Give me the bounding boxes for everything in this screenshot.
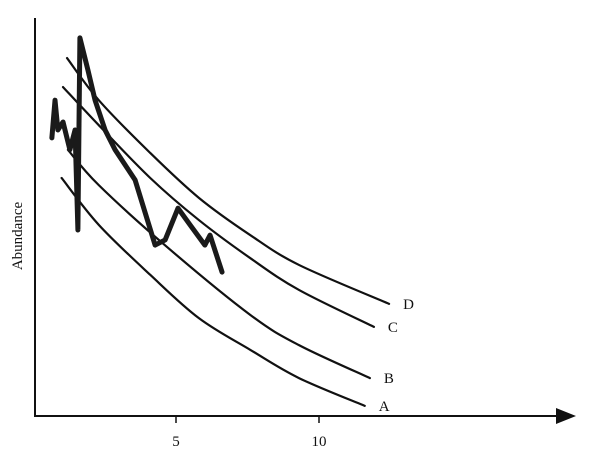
curve-a-label: A (379, 399, 390, 415)
curve-c-label: C (388, 320, 398, 336)
curve-b-label: B (384, 371, 394, 387)
curve-a-line (60, 176, 366, 407)
x-tick-label: 5 (172, 434, 180, 450)
curve-d-line (65, 56, 391, 305)
x-axis-arrow-icon (556, 408, 576, 424)
y-axis-label: Abundance (10, 202, 26, 271)
x-tick-label: 10 (312, 434, 327, 450)
observed-series-line (49, 35, 225, 275)
curve-d-label: D (403, 297, 414, 313)
curve-c-line (61, 85, 376, 328)
curve-b-line (66, 148, 372, 380)
